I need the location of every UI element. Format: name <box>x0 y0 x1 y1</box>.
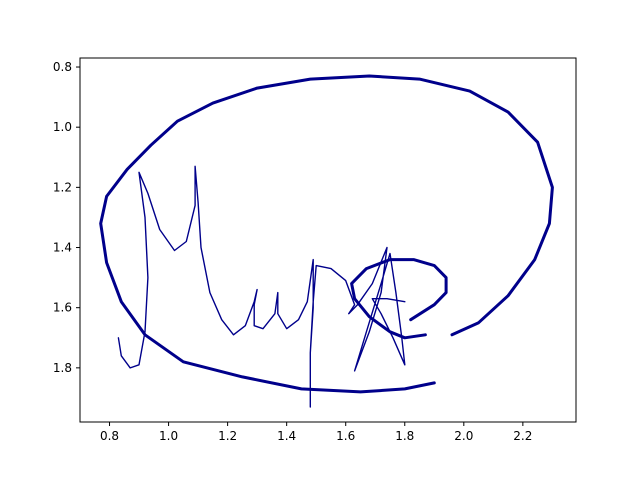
y-tick-label: 0.8 <box>53 60 72 74</box>
y-tick-label: 1.0 <box>53 120 72 134</box>
series-line-0 <box>99 74 554 394</box>
x-tick-label: 1.0 <box>159 429 178 443</box>
y-tick-label: 1.8 <box>53 361 72 375</box>
y-tick-label: 1.4 <box>53 241 72 255</box>
x-tick-label: 2.0 <box>454 429 473 443</box>
series-layer <box>99 74 554 408</box>
series-line-1 <box>350 258 448 340</box>
x-tick-label: 2.2 <box>513 429 532 443</box>
y-tick-label: 1.2 <box>53 180 72 194</box>
x-tick-label: 1.2 <box>218 429 237 443</box>
x-tick-label: 1.6 <box>336 429 355 443</box>
x-tick-label: 0.8 <box>100 429 119 443</box>
y-tick-label: 1.6 <box>53 301 72 315</box>
series-line-2 <box>117 165 406 408</box>
x-tick-label: 1.8 <box>395 429 414 443</box>
axes-layer: 0.8 1.0 1.2 1.4 1.6 1.8 2.0 2.2 0.8 1.0 1.2 1.4 1.6 1… <box>53 57 577 443</box>
plot-frame <box>79 57 577 423</box>
x-tick-label: 1.4 <box>277 429 296 443</box>
